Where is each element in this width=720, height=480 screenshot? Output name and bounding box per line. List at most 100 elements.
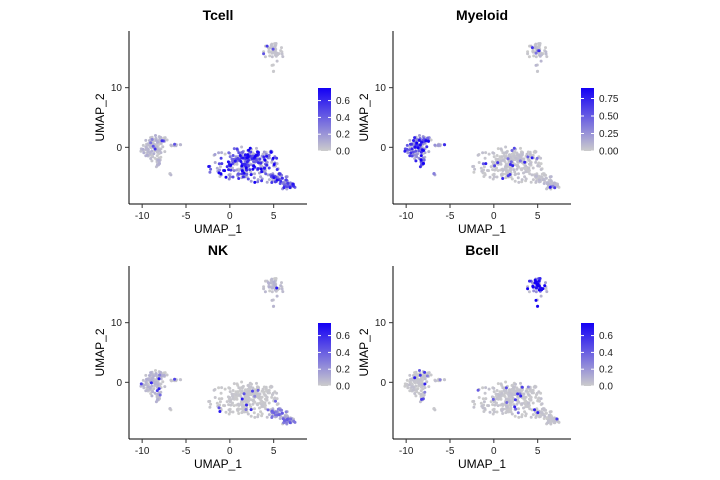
cell-point (273, 180, 277, 184)
cell-point (267, 166, 271, 170)
cell-point (526, 52, 530, 56)
cell-point (285, 187, 289, 191)
cell-point (156, 397, 160, 401)
cell-point (267, 413, 271, 417)
cell-point (240, 386, 244, 390)
scatter-points (403, 277, 561, 426)
cell-point (412, 374, 415, 377)
cell-point (534, 55, 538, 59)
panel-title: Bcell (465, 242, 498, 258)
cell-point (493, 164, 497, 168)
cell-point (234, 393, 238, 396)
cell-point (427, 371, 431, 375)
x-tick-label: -10 (399, 211, 414, 222)
cell-point (148, 374, 151, 377)
cell-point (275, 156, 279, 160)
cell-point (524, 164, 528, 168)
cell-point (265, 398, 269, 402)
cell-point (262, 52, 266, 56)
cell-point (409, 151, 413, 155)
cell-point (427, 385, 431, 389)
cell-point (529, 415, 533, 419)
cell-point (232, 382, 236, 386)
cell-point (522, 406, 525, 410)
cell-point (423, 382, 427, 386)
cell-point (150, 149, 154, 153)
cell-point (169, 143, 173, 147)
cell-point (524, 177, 528, 181)
cell-point (429, 373, 433, 377)
cell-point (275, 397, 279, 401)
cell-point (419, 392, 423, 396)
cell-point (265, 395, 269, 399)
cell-point (524, 170, 528, 174)
cell-point (432, 172, 436, 175)
cell-point (240, 164, 244, 168)
cell-point (528, 279, 531, 283)
cell-point (244, 408, 248, 411)
cell-point (511, 164, 515, 168)
cell-point (262, 155, 266, 159)
cell-point (406, 386, 410, 390)
cell-point (549, 179, 553, 183)
cell-point (476, 388, 480, 392)
cell-point (224, 175, 228, 179)
cell-point (547, 183, 550, 187)
cell-point (154, 134, 157, 137)
cell-point (409, 142, 412, 146)
cell-point (410, 154, 414, 158)
cell-point (223, 169, 227, 173)
cell-point (546, 421, 550, 425)
x-tick-label: -5 (446, 446, 455, 457)
cell-point (513, 405, 517, 409)
cell-point (416, 146, 420, 150)
cell-point (508, 173, 512, 176)
cell-point (423, 390, 427, 394)
cell-point (553, 186, 557, 190)
cell-point (272, 176, 276, 180)
cell-point (483, 156, 487, 160)
cell-point (411, 388, 415, 392)
cell-point (271, 70, 275, 73)
cell-point (518, 154, 522, 158)
cell-point (499, 382, 503, 386)
cell-point (235, 408, 239, 411)
cell-point (145, 153, 149, 157)
cell-point (543, 284, 547, 288)
cell-point (420, 397, 424, 401)
cell-point (527, 55, 531, 59)
cell-point (263, 401, 267, 405)
cell-point (499, 162, 503, 166)
cell-point (410, 385, 414, 389)
cell-point (228, 400, 232, 404)
cell-point (425, 380, 429, 384)
cell-point (238, 154, 242, 157)
cell-point (487, 404, 491, 408)
cell-point (227, 408, 231, 412)
cell-point (499, 147, 503, 151)
cell-point (225, 400, 229, 404)
cell-point (150, 159, 154, 163)
cell-point (223, 404, 227, 408)
cell-point (544, 411, 548, 415)
cell-point (229, 403, 233, 407)
cell-point (260, 170, 264, 174)
cell-point (270, 277, 274, 281)
cell-point (163, 150, 167, 154)
cell-point (261, 387, 265, 391)
cell-point (525, 152, 529, 156)
cell-point (536, 304, 540, 308)
cell-point (537, 49, 541, 53)
cell-point (415, 388, 418, 392)
cell-point (532, 289, 536, 293)
x-tick-label: -5 (182, 211, 191, 222)
cell-point (242, 392, 246, 396)
cell-point (491, 151, 495, 155)
cell-point (243, 153, 247, 157)
cell-point (526, 405, 530, 409)
scatter-points (139, 277, 297, 426)
cell-point (480, 404, 484, 408)
cell-point (281, 55, 285, 59)
cell-point (231, 389, 235, 392)
